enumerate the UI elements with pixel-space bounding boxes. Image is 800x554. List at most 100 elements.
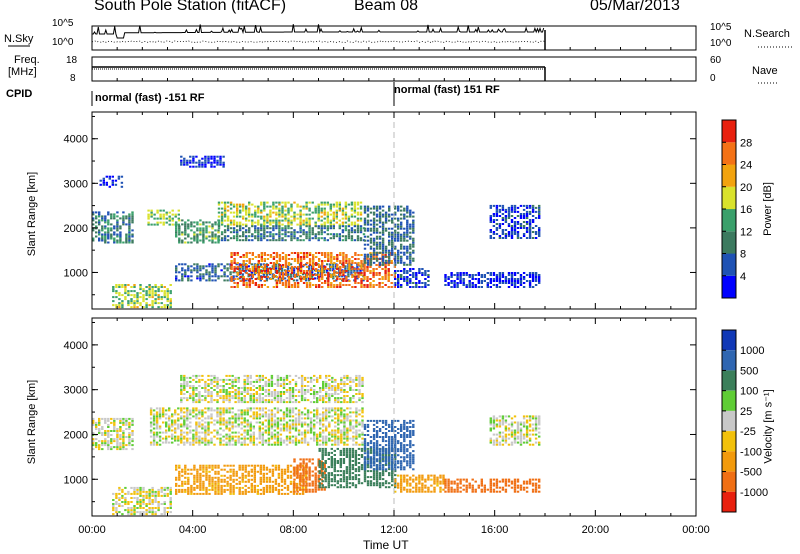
power-cell — [320, 201, 323, 204]
power-cell — [372, 253, 376, 256]
velocity-cell — [300, 433, 304, 436]
power-cell — [330, 258, 333, 260]
power-cell — [327, 256, 330, 258]
velocity-cell — [216, 419, 219, 422]
velocity-cell — [152, 437, 156, 440]
power-cell — [350, 229, 354, 232]
power-cell — [214, 233, 217, 236]
power-cell — [363, 229, 367, 232]
power-cell — [241, 267, 244, 270]
velocity-cell — [261, 423, 264, 426]
velocity-cell — [270, 411, 274, 414]
velocity-cell — [158, 417, 162, 420]
power-cell — [272, 274, 276, 276]
power-cell — [112, 304, 115, 307]
velocity-cell — [222, 391, 225, 393]
velocity-cell — [349, 389, 352, 391]
velocity-cell — [232, 486, 235, 489]
velocity-cell — [361, 407, 364, 410]
velocity-cell — [155, 425, 159, 428]
power-cell — [341, 229, 345, 232]
power-cell — [462, 272, 465, 274]
velocity-cell — [285, 435, 289, 438]
power-cell — [332, 219, 335, 222]
velocity-cell — [139, 513, 142, 516]
power-cell — [116, 223, 119, 226]
velocity-cell — [309, 421, 313, 424]
velocity-cell — [186, 437, 189, 440]
power-cell — [202, 237, 205, 240]
velocity-cell — [165, 439, 168, 442]
velocity-cell — [228, 397, 231, 400]
velocity-cell — [169, 507, 172, 509]
cpid-segment-1: normal (fast) -151 RF — [95, 92, 205, 104]
power-cell — [159, 221, 162, 224]
velocity-cell — [252, 385, 255, 387]
power-cell — [302, 231, 305, 234]
power-cell — [308, 274, 312, 276]
power-cell — [305, 203, 308, 206]
power-cell — [412, 225, 415, 228]
power-cell — [393, 286, 396, 288]
power-cell — [381, 215, 385, 218]
velocity-cell — [213, 419, 216, 422]
power-cell — [202, 227, 205, 230]
power-cell — [214, 267, 217, 270]
velocity-cell — [121, 505, 124, 507]
velocity-cell — [300, 413, 304, 416]
power-cell — [245, 239, 248, 242]
power-cell — [335, 235, 338, 238]
velocity-cell — [119, 426, 122, 428]
power-cell — [214, 221, 217, 224]
velocity-cell — [107, 436, 110, 438]
power-cell — [111, 179, 114, 182]
power-cell — [335, 211, 338, 214]
velocity-cell — [346, 374, 349, 377]
velocity-cell — [189, 409, 192, 412]
power-cell — [375, 227, 379, 230]
power-cell — [356, 223, 360, 226]
power-cell — [166, 304, 169, 307]
power-cell — [275, 201, 278, 204]
power-cell — [308, 225, 311, 228]
power-cell — [101, 215, 104, 218]
power-cell — [412, 286, 415, 288]
velocity-cell — [211, 486, 214, 489]
power-cell — [357, 264, 360, 266]
power-cell — [507, 286, 511, 288]
power-cell — [177, 223, 180, 226]
velocity-cell — [352, 419, 355, 422]
velocity-cell — [309, 389, 313, 391]
velocity-cell — [228, 378, 231, 381]
velocity-cell — [198, 393, 201, 395]
velocity-cell — [303, 397, 307, 400]
velocity-cell — [210, 441, 213, 444]
power-cell — [311, 231, 314, 234]
power-cell — [121, 284, 124, 286]
power-cell — [239, 229, 242, 232]
velocity-cell — [282, 401, 286, 404]
velocity-cell — [240, 427, 243, 430]
power-cell — [239, 225, 242, 228]
velocity-cell — [196, 470, 199, 473]
power-cell — [283, 277, 287, 280]
power-cell — [217, 239, 221, 242]
power-cell — [359, 229, 363, 232]
power-cell — [275, 219, 278, 222]
power-cell — [356, 217, 360, 220]
power-cell — [409, 259, 412, 262]
power-cell — [184, 273, 187, 276]
power-cell — [190, 279, 193, 282]
power-cell — [275, 225, 278, 228]
velocity-cell — [306, 409, 310, 412]
power-cell — [354, 278, 357, 280]
velocity-cell — [249, 441, 252, 444]
velocity-cell — [196, 484, 199, 487]
velocity-cell — [219, 437, 222, 440]
power-cell — [251, 239, 254, 242]
velocity-cell — [273, 443, 277, 446]
velocity-cell — [240, 437, 243, 440]
velocity-cell — [309, 401, 313, 404]
velocity-cell — [163, 507, 166, 509]
power-cell — [363, 259, 367, 262]
